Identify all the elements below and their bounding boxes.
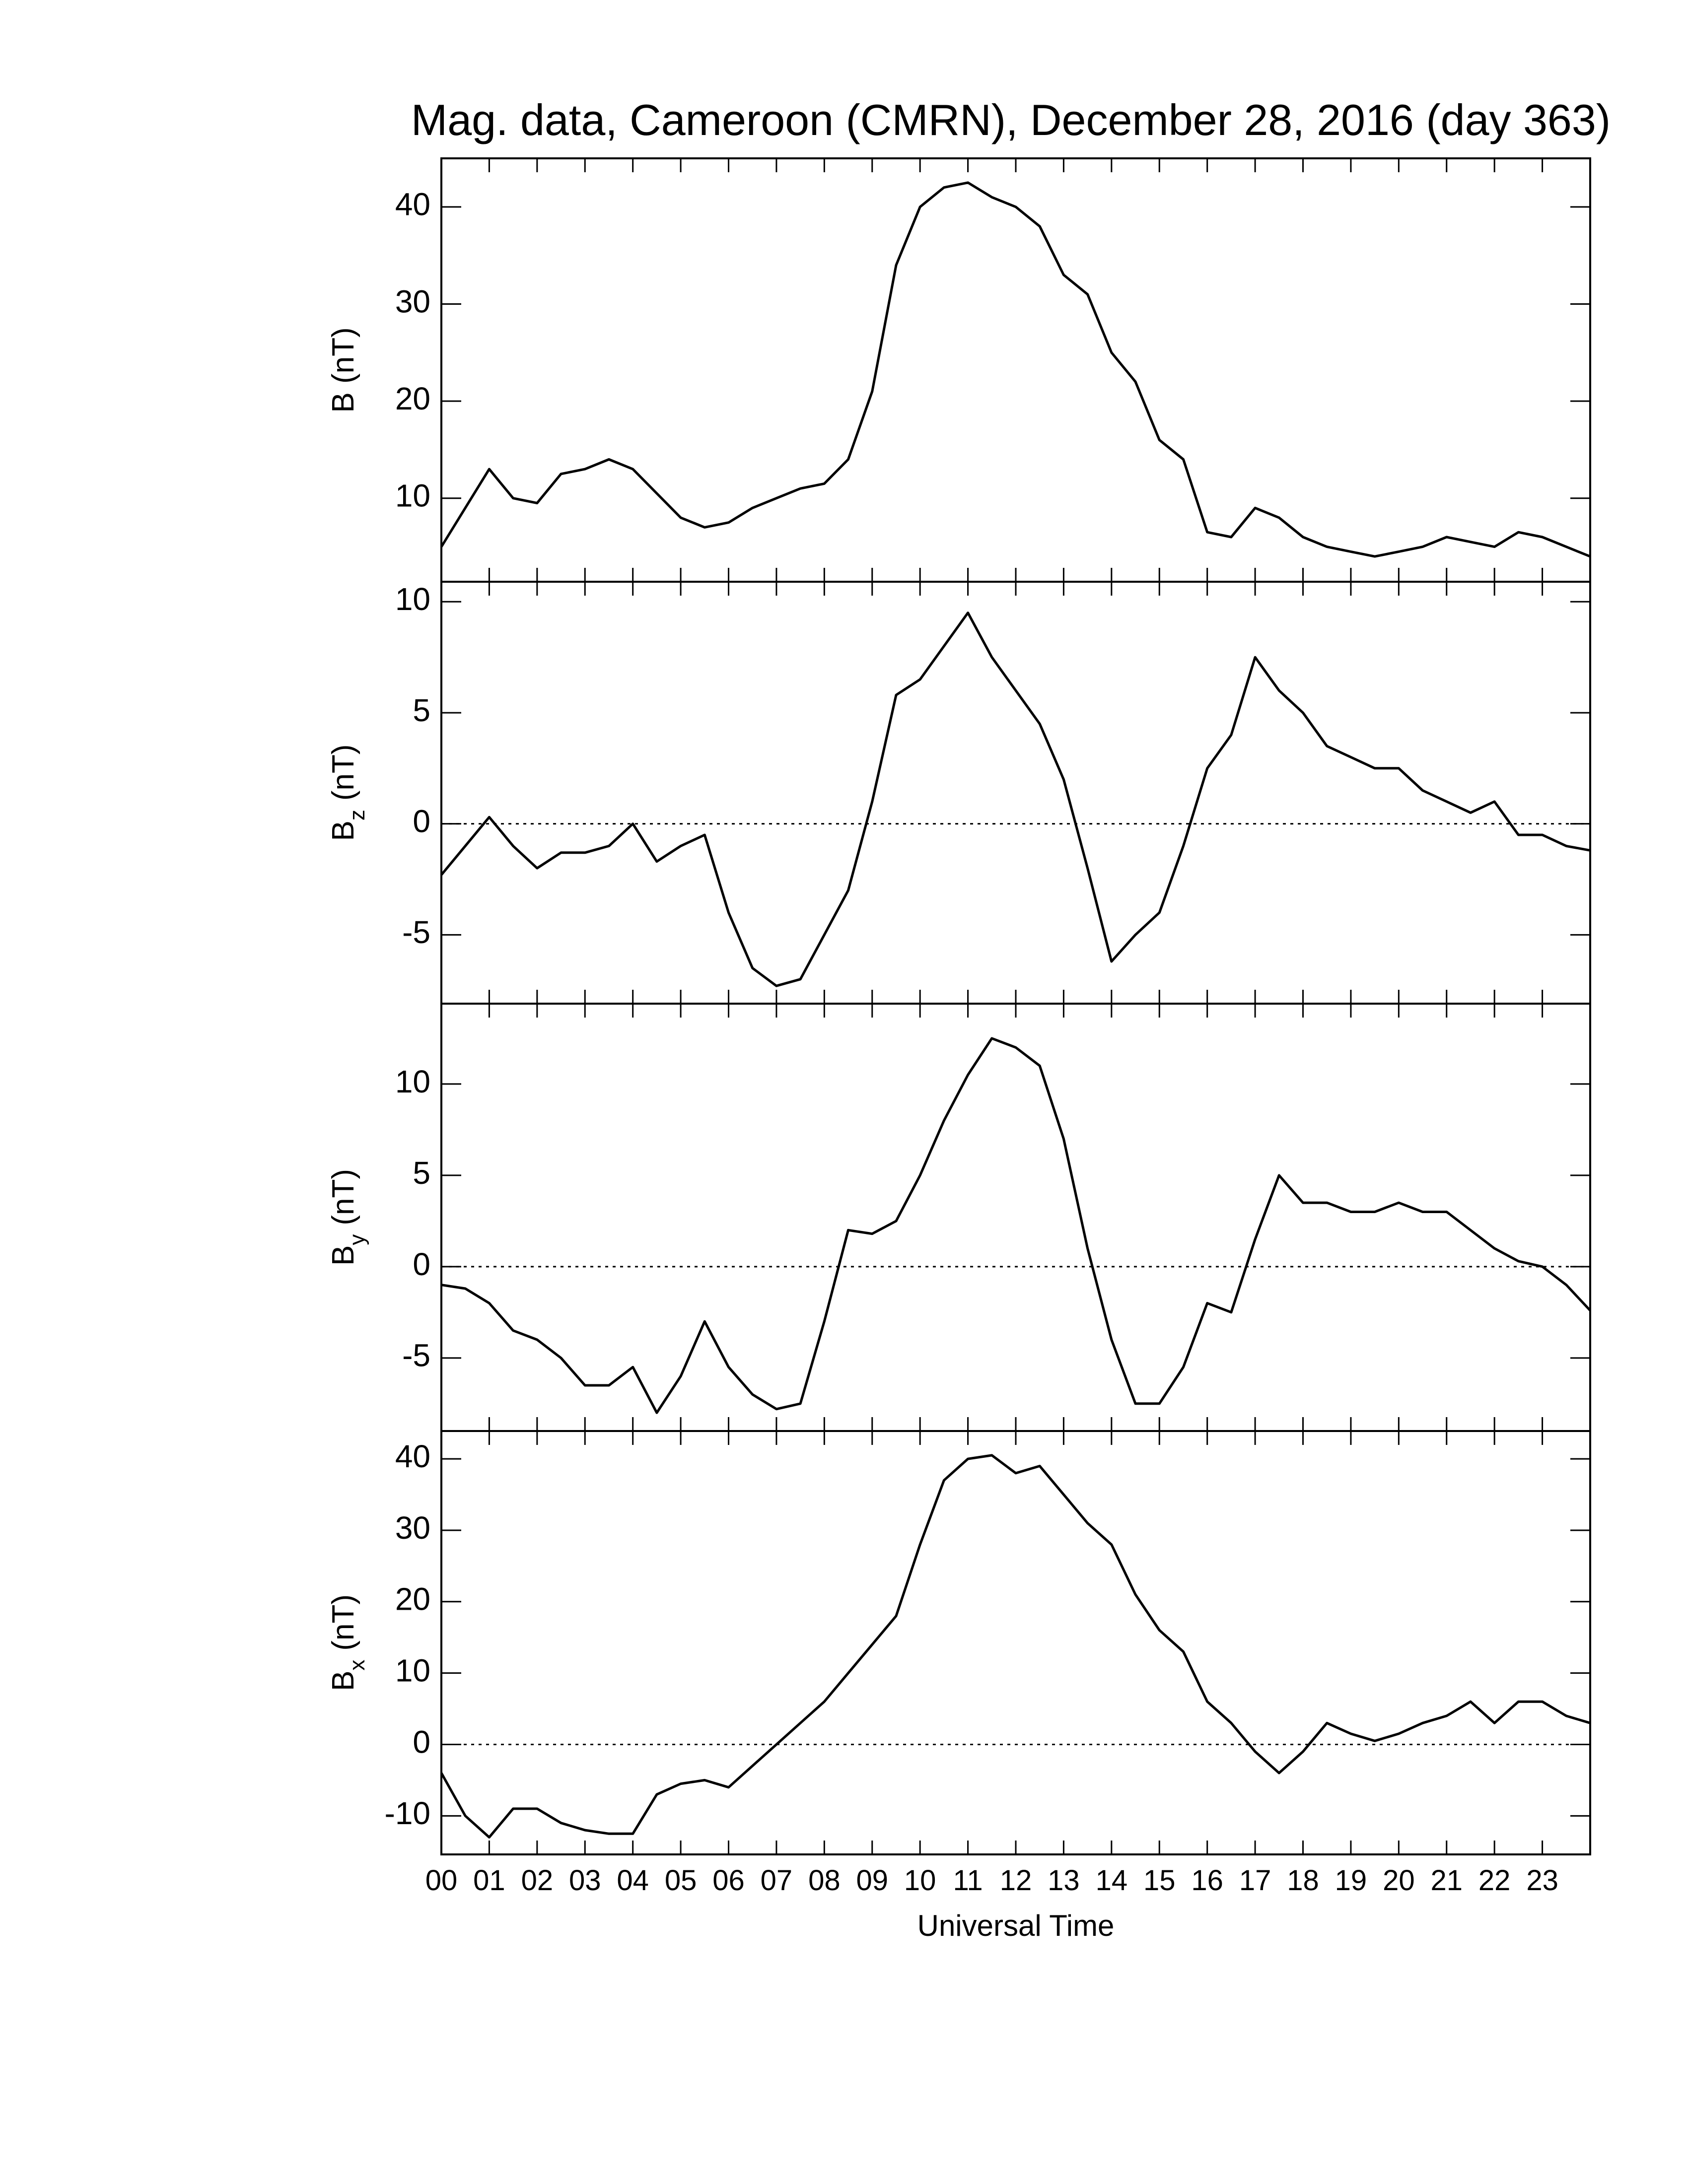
y-tick-label: 0: [413, 1246, 430, 1282]
x-tick-label: 07: [761, 1864, 793, 1897]
y-tick-label: 10: [395, 1064, 430, 1099]
y-axis-label-unit: (nT): [326, 1169, 360, 1226]
y-tick-label: -5: [402, 1338, 430, 1373]
y-axis-label-main: B: [326, 820, 360, 841]
x-tick-label: 13: [1048, 1864, 1080, 1897]
x-tick-label: 09: [856, 1864, 888, 1897]
x-tick-label: 21: [1430, 1864, 1463, 1897]
y-axis-label-sub: x: [345, 1660, 369, 1671]
y-tick-label: 10: [395, 1653, 430, 1689]
x-tick-label: 19: [1335, 1864, 1367, 1897]
y-tick-label: 40: [395, 187, 430, 222]
x-tick-label: 17: [1239, 1864, 1271, 1897]
panel-frame: [440, 157, 1591, 583]
x-tick-label: 14: [1096, 1864, 1128, 1897]
y-tick-label: 20: [395, 1581, 430, 1617]
x-axis-label: Universal Time: [917, 1909, 1115, 1942]
x-tick-label: 03: [569, 1864, 601, 1897]
y-tick-label: 10: [395, 581, 430, 617]
y-axis-label-sub: y: [345, 1234, 369, 1245]
x-tick-label: 08: [808, 1864, 841, 1897]
x-tick-label: 00: [425, 1864, 458, 1897]
y-axis-label-unit: (nT): [326, 1594, 360, 1651]
y-tick-label: 0: [413, 804, 430, 839]
x-tick-label: 16: [1191, 1864, 1223, 1897]
y-axis-label: Bx (nT): [326, 1594, 369, 1691]
panel-frame: [440, 581, 1591, 1005]
x-tick-label: 05: [665, 1864, 697, 1897]
y-tick-label: -10: [385, 1795, 431, 1831]
x-tick-label: 02: [521, 1864, 554, 1897]
panel-frame: [440, 1430, 1591, 1855]
x-tick-label: 18: [1287, 1864, 1319, 1897]
y-axis-label: By (nT): [326, 1169, 369, 1266]
x-tick-label: 20: [1383, 1864, 1415, 1897]
x-tick-label: 06: [712, 1864, 745, 1897]
y-tick-label: 5: [413, 692, 430, 728]
data-line: [440, 1454, 1591, 1839]
y-tick-label: 5: [413, 1155, 430, 1191]
x-tick-label: 15: [1143, 1864, 1176, 1897]
y-axis-label-sub: z: [345, 810, 369, 820]
y-tick-label: 40: [395, 1438, 430, 1474]
x-tick-label: 11: [953, 1864, 983, 1897]
y-axis-label-unit: (nT): [326, 744, 360, 801]
chart-title: Mag. data, Cameroon (CMRN), December 28,…: [411, 95, 1611, 144]
y-tick-label: 30: [395, 283, 430, 319]
x-tick-label: 22: [1478, 1864, 1511, 1897]
y-tick-label: 10: [395, 478, 430, 514]
y-tick-label: 20: [395, 381, 430, 416]
y-tick-label: -5: [402, 914, 430, 950]
y-tick-label: 0: [413, 1724, 430, 1760]
data-line: [440, 612, 1591, 987]
y-axis-label: B (nT): [326, 327, 360, 412]
y-axis-label-main: B: [326, 1245, 360, 1266]
x-tick-label: 10: [904, 1864, 936, 1897]
x-tick-label: 01: [473, 1864, 505, 1897]
y-tick-label: 30: [395, 1510, 430, 1546]
x-tick-label: 12: [1000, 1864, 1032, 1897]
data-line: [441, 1037, 1591, 1414]
x-tick-label: 04: [617, 1864, 649, 1897]
data-line: [440, 181, 1591, 558]
panel-frame: [440, 1003, 1591, 1432]
y-axis-label-main: B: [326, 1671, 360, 1691]
y-axis-label: Bz (nT): [326, 744, 369, 841]
x-tick-label: 23: [1526, 1864, 1558, 1897]
